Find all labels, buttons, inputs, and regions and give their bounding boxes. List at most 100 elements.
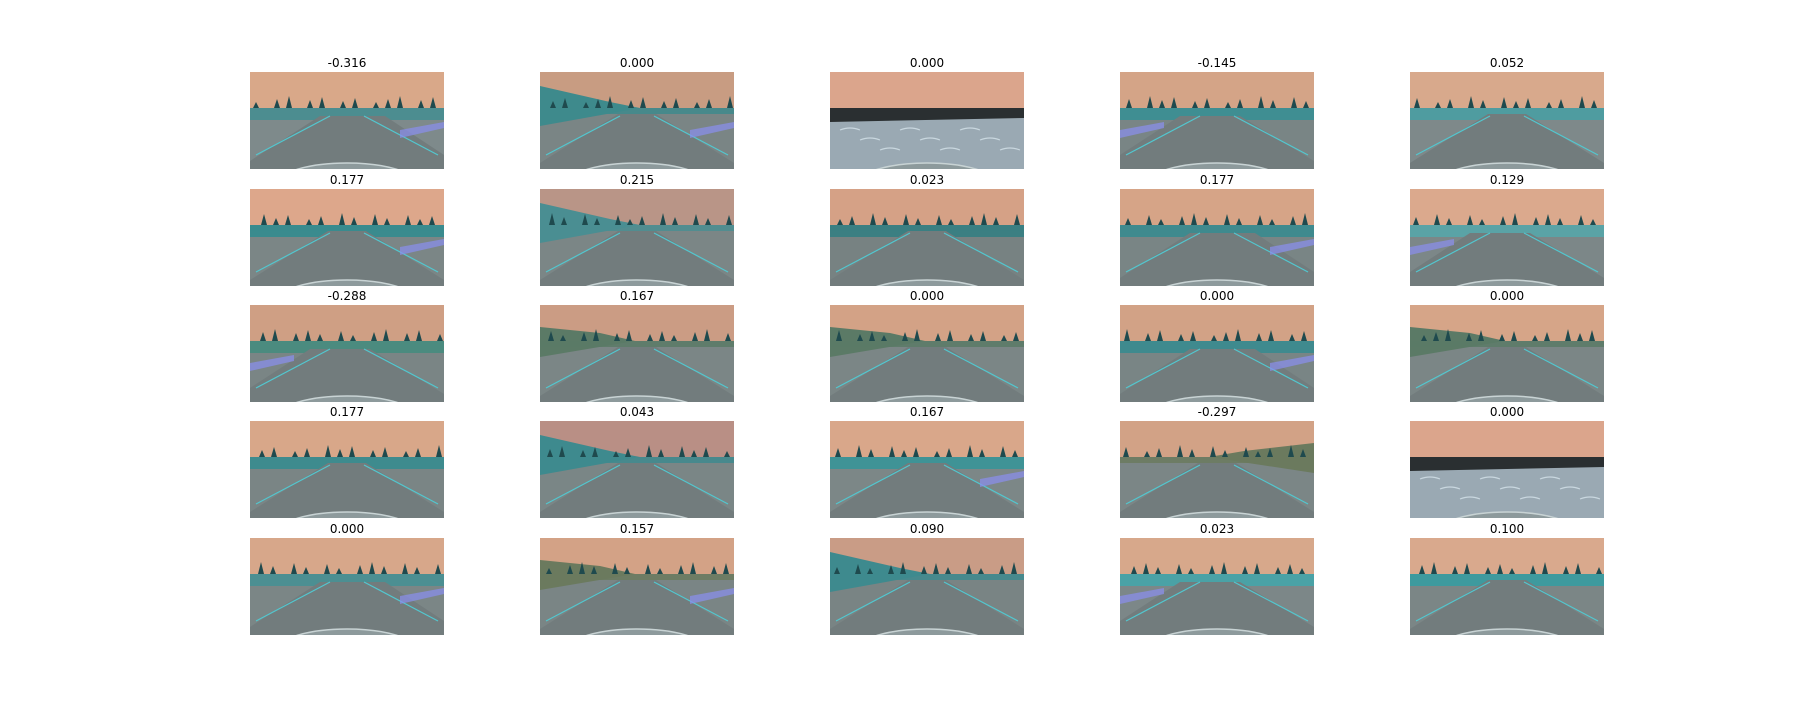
sky	[250, 72, 444, 108]
road-camera-svg	[1410, 305, 1604, 402]
road-camera-image	[540, 305, 734, 402]
road-camera-image	[1120, 421, 1314, 518]
road-camera-image	[1120, 538, 1314, 635]
roadside-terrain	[540, 203, 640, 243]
road	[250, 349, 444, 402]
road	[250, 582, 444, 635]
road	[1410, 580, 1604, 635]
road-camera-image	[1120, 72, 1314, 169]
road-camera-image	[830, 189, 1024, 286]
road-camera-image	[1120, 189, 1314, 286]
cobblestone-road	[830, 118, 1024, 169]
road-camera-image	[1120, 305, 1314, 402]
road-camera-image	[250, 305, 444, 402]
car-hood	[1165, 628, 1269, 635]
car-hood	[1165, 279, 1269, 286]
steering-angle-title: 0.023	[1199, 522, 1235, 536]
steering-angle-title: 0.167	[909, 405, 945, 419]
car-hood	[1165, 395, 1269, 402]
steering-angle-title: 0.000	[329, 522, 365, 536]
steering-angle-title: 0.000	[1489, 289, 1525, 303]
road-camera-svg	[830, 421, 1024, 518]
road-camera-svg	[250, 72, 444, 169]
road-camera-svg	[830, 305, 1024, 402]
sky	[250, 421, 444, 457]
road-camera-image	[540, 538, 734, 635]
road-camera-image	[250, 72, 444, 169]
steering-angle-title: -0.297	[1197, 405, 1237, 419]
steering-angle-title: 0.000	[1489, 405, 1525, 419]
road	[250, 231, 444, 286]
road-camera-svg	[250, 305, 444, 402]
steering-angle-title: -0.145	[1197, 56, 1237, 70]
steering-angle-title: 0.177	[1199, 173, 1235, 187]
steering-angle-title: 0.100	[1489, 522, 1525, 536]
car-hood	[875, 511, 979, 518]
road-camera-svg	[540, 421, 734, 518]
car-hood	[1455, 162, 1559, 169]
steering-angle-title: 0.000	[909, 289, 945, 303]
car-hood	[295, 628, 399, 635]
road-camera-svg	[250, 538, 444, 635]
steering-angle-title: 0.157	[619, 522, 655, 536]
car-hood	[295, 395, 399, 402]
road-camera-image	[540, 72, 734, 169]
car-hood	[875, 628, 979, 635]
roadside-terrain	[540, 435, 640, 475]
steering-angle-title: 0.023	[909, 173, 945, 187]
road	[1120, 582, 1314, 635]
car-hood	[585, 511, 689, 518]
road-camera-image	[1410, 305, 1604, 402]
car-hood	[295, 279, 399, 286]
road	[1410, 233, 1604, 286]
sky	[1120, 72, 1314, 108]
road-camera-image	[1410, 72, 1604, 169]
steering-angle-title: -0.316	[327, 56, 367, 70]
steering-angle-title: 0.052	[1489, 56, 1525, 70]
steering-angle-title: 0.000	[909, 56, 945, 70]
road	[1120, 463, 1314, 518]
car-hood	[1455, 628, 1559, 635]
steering-angle-title: -0.288	[327, 289, 367, 303]
sky	[250, 305, 444, 341]
road-camera-image	[540, 189, 734, 286]
road-camera-svg	[1120, 538, 1314, 635]
road-camera-svg	[1120, 305, 1314, 402]
road	[540, 114, 734, 169]
cobblestone-road	[1410, 467, 1604, 518]
road	[540, 463, 734, 518]
road-camera-svg	[830, 189, 1024, 286]
road-camera-svg	[250, 189, 444, 286]
road-camera-svg	[540, 189, 734, 286]
road-camera-svg	[540, 72, 734, 169]
sky	[1120, 305, 1314, 341]
road	[1120, 233, 1314, 286]
steering-angle-title: 0.167	[619, 289, 655, 303]
road-camera-svg	[540, 305, 734, 402]
steering-angle-title: 0.129	[1489, 173, 1525, 187]
car-hood	[585, 395, 689, 402]
steering-angle-title: 0.000	[619, 56, 655, 70]
car-hood	[585, 628, 689, 635]
road-camera-image	[830, 421, 1024, 518]
road	[250, 116, 444, 169]
car-hood	[875, 279, 979, 286]
road-camera-image	[1410, 538, 1604, 635]
sky	[1410, 72, 1604, 108]
roadside-terrain	[830, 552, 930, 592]
road	[830, 231, 1024, 286]
road	[250, 463, 444, 518]
road	[540, 580, 734, 635]
sky	[830, 189, 1024, 225]
road	[540, 231, 734, 286]
road-camera-svg	[1120, 189, 1314, 286]
steering-angle-title: 0.215	[619, 173, 655, 187]
sky	[1410, 189, 1604, 225]
car-hood	[875, 395, 979, 402]
road-camera-svg	[1120, 421, 1314, 518]
road	[1120, 116, 1314, 169]
road-camera-svg	[250, 421, 444, 518]
car-hood	[1455, 511, 1559, 518]
sky	[830, 72, 1024, 108]
